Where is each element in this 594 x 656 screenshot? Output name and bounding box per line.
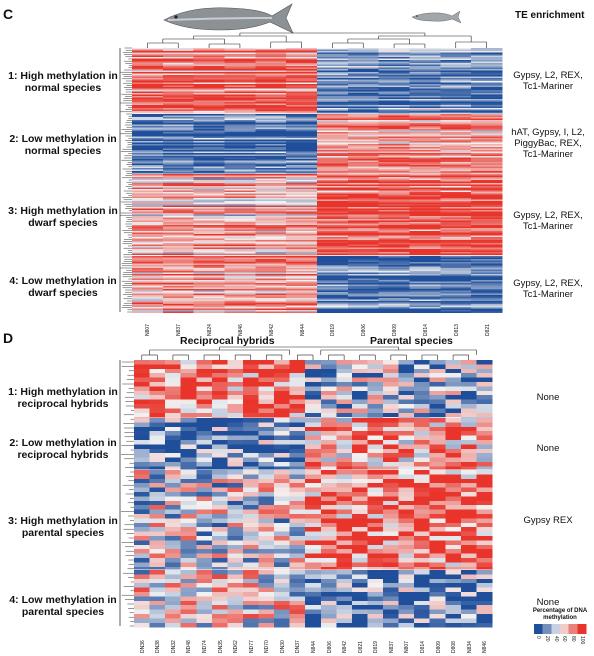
- sample-label: DN30: [279, 640, 286, 653]
- legend-swatch: [577, 624, 587, 634]
- reciprocal-hybrids-label: Reciprocal hybrids: [180, 335, 275, 347]
- sample-label: D809: [435, 641, 442, 653]
- panel-d-column-dendrogram: [141, 346, 477, 360]
- legend-swatch: [534, 624, 543, 634]
- legend-tick: 20: [544, 636, 550, 642]
- sample-label: N807: [404, 641, 411, 653]
- legend-tick-labels: 0 20 40 60 80 100: [534, 636, 586, 652]
- legend-title: Percentage of DNA methylation: [532, 608, 588, 621]
- panel-c-cluster-2-label: 2: Low methylation in normal species: [9, 133, 117, 157]
- sample-label: DN36: [139, 640, 146, 653]
- normal-whitefish-icon: [163, 3, 294, 34]
- panel-c-letter: C: [3, 6, 14, 22]
- legend-swatch: [542, 624, 552, 634]
- panel-d-cluster-4-label: 4: Low methylation in parental species: [9, 594, 117, 618]
- dwarf-whitefish-icon: [411, 10, 462, 24]
- panel-c-row-dendrogram: [119, 47, 132, 313]
- panel-c-cluster-3-label: 3: High methylation in dwarf species: [8, 205, 118, 229]
- legend-swatch: [551, 624, 561, 634]
- sample-label: N837: [388, 641, 395, 653]
- panel-d-letter: D: [3, 330, 14, 346]
- parental-species-label: Parental species: [370, 335, 453, 347]
- panel-d-te-2: None: [536, 443, 560, 454]
- panel-c-te-1: Gypsy, L2, REX, Tc1-Mariner: [513, 70, 583, 92]
- panel-c-cluster-4-label: 4: Low methylation in dwarf species: [9, 275, 117, 299]
- sample-label: ND70: [264, 640, 271, 653]
- te-enrichment-header: TE enrichment: [515, 10, 585, 21]
- panel-c-column-dendrogram: [147, 32, 487, 48]
- sample-label: D813: [453, 324, 460, 336]
- panel-d-te-1: None: [536, 392, 560, 403]
- panel-d-cluster-1-label: 1: High methylation in reciprocal hybrid…: [8, 386, 118, 410]
- panel-c-te-4: Gypsy, L2, REX, Tc1-Mariner: [513, 278, 583, 300]
- legend-tick: 60: [561, 636, 568, 642]
- panel-d-sample-labels: DN36 DN38 DN32 ND48 ND74 DN35 ND62 ND77 ND70 DN30…: [134, 640, 492, 655]
- legend-tick: 100: [578, 636, 585, 645]
- legend-tick: 40: [552, 636, 559, 642]
- sample-label: ND74: [202, 640, 209, 653]
- panel-d-cluster-2-label: 2: Low methylation in reciprocal hybrids: [9, 437, 117, 461]
- sample-label: N834: [466, 641, 473, 653]
- legend-tick: 80: [570, 636, 576, 642]
- sample-label: D819: [330, 324, 337, 336]
- sample-label: ND48: [186, 640, 193, 653]
- sample-label: N842: [342, 641, 349, 653]
- panel-c-cluster-1-label: 1: High methylation in normal species: [8, 70, 118, 94]
- methylation-color-legend: [534, 624, 587, 634]
- legend-swatch: [560, 624, 569, 634]
- sample-label: D808: [451, 641, 458, 653]
- sample-label: D806: [361, 324, 368, 336]
- sample-label: ND62: [233, 640, 240, 653]
- panel-d-row-dendrogram: [119, 360, 134, 627]
- panel-c-heatmap: [132, 48, 503, 314]
- panel-c-te-2: hAT, Gypsy, I, L2, PiggyBac, REX, Tc1-Ma…: [511, 127, 585, 160]
- sample-label: DN35: [217, 640, 224, 653]
- sample-label: D806: [326, 641, 333, 653]
- sample-label: N844: [299, 324, 306, 336]
- panel-d-heatmap: [134, 360, 493, 628]
- legend-tick: 0: [535, 636, 542, 639]
- panel-c-te-3: Gypsy, L2, REX, Tc1-Mariner: [513, 210, 583, 232]
- sample-label: DN38: [155, 640, 162, 653]
- sample-label: N807: [145, 324, 152, 336]
- panel-d-cluster-3-label: 3: High methylation in parental species: [8, 515, 118, 539]
- sample-label: D821: [484, 324, 491, 336]
- sample-label: D814: [419, 641, 426, 653]
- sample-label: DN32: [170, 640, 177, 653]
- sample-label: ND77: [248, 640, 255, 653]
- sample-label: DN37: [295, 640, 302, 653]
- sample-label: D819: [373, 641, 380, 653]
- panel-d-te-3: Gypsy REX: [523, 515, 573, 526]
- legend-swatch: [568, 624, 578, 634]
- panel-d-te-4: None: [536, 597, 560, 608]
- sample-label: D821: [357, 641, 364, 653]
- sample-label: N846: [482, 641, 489, 653]
- sample-label: N844: [311, 641, 317, 653]
